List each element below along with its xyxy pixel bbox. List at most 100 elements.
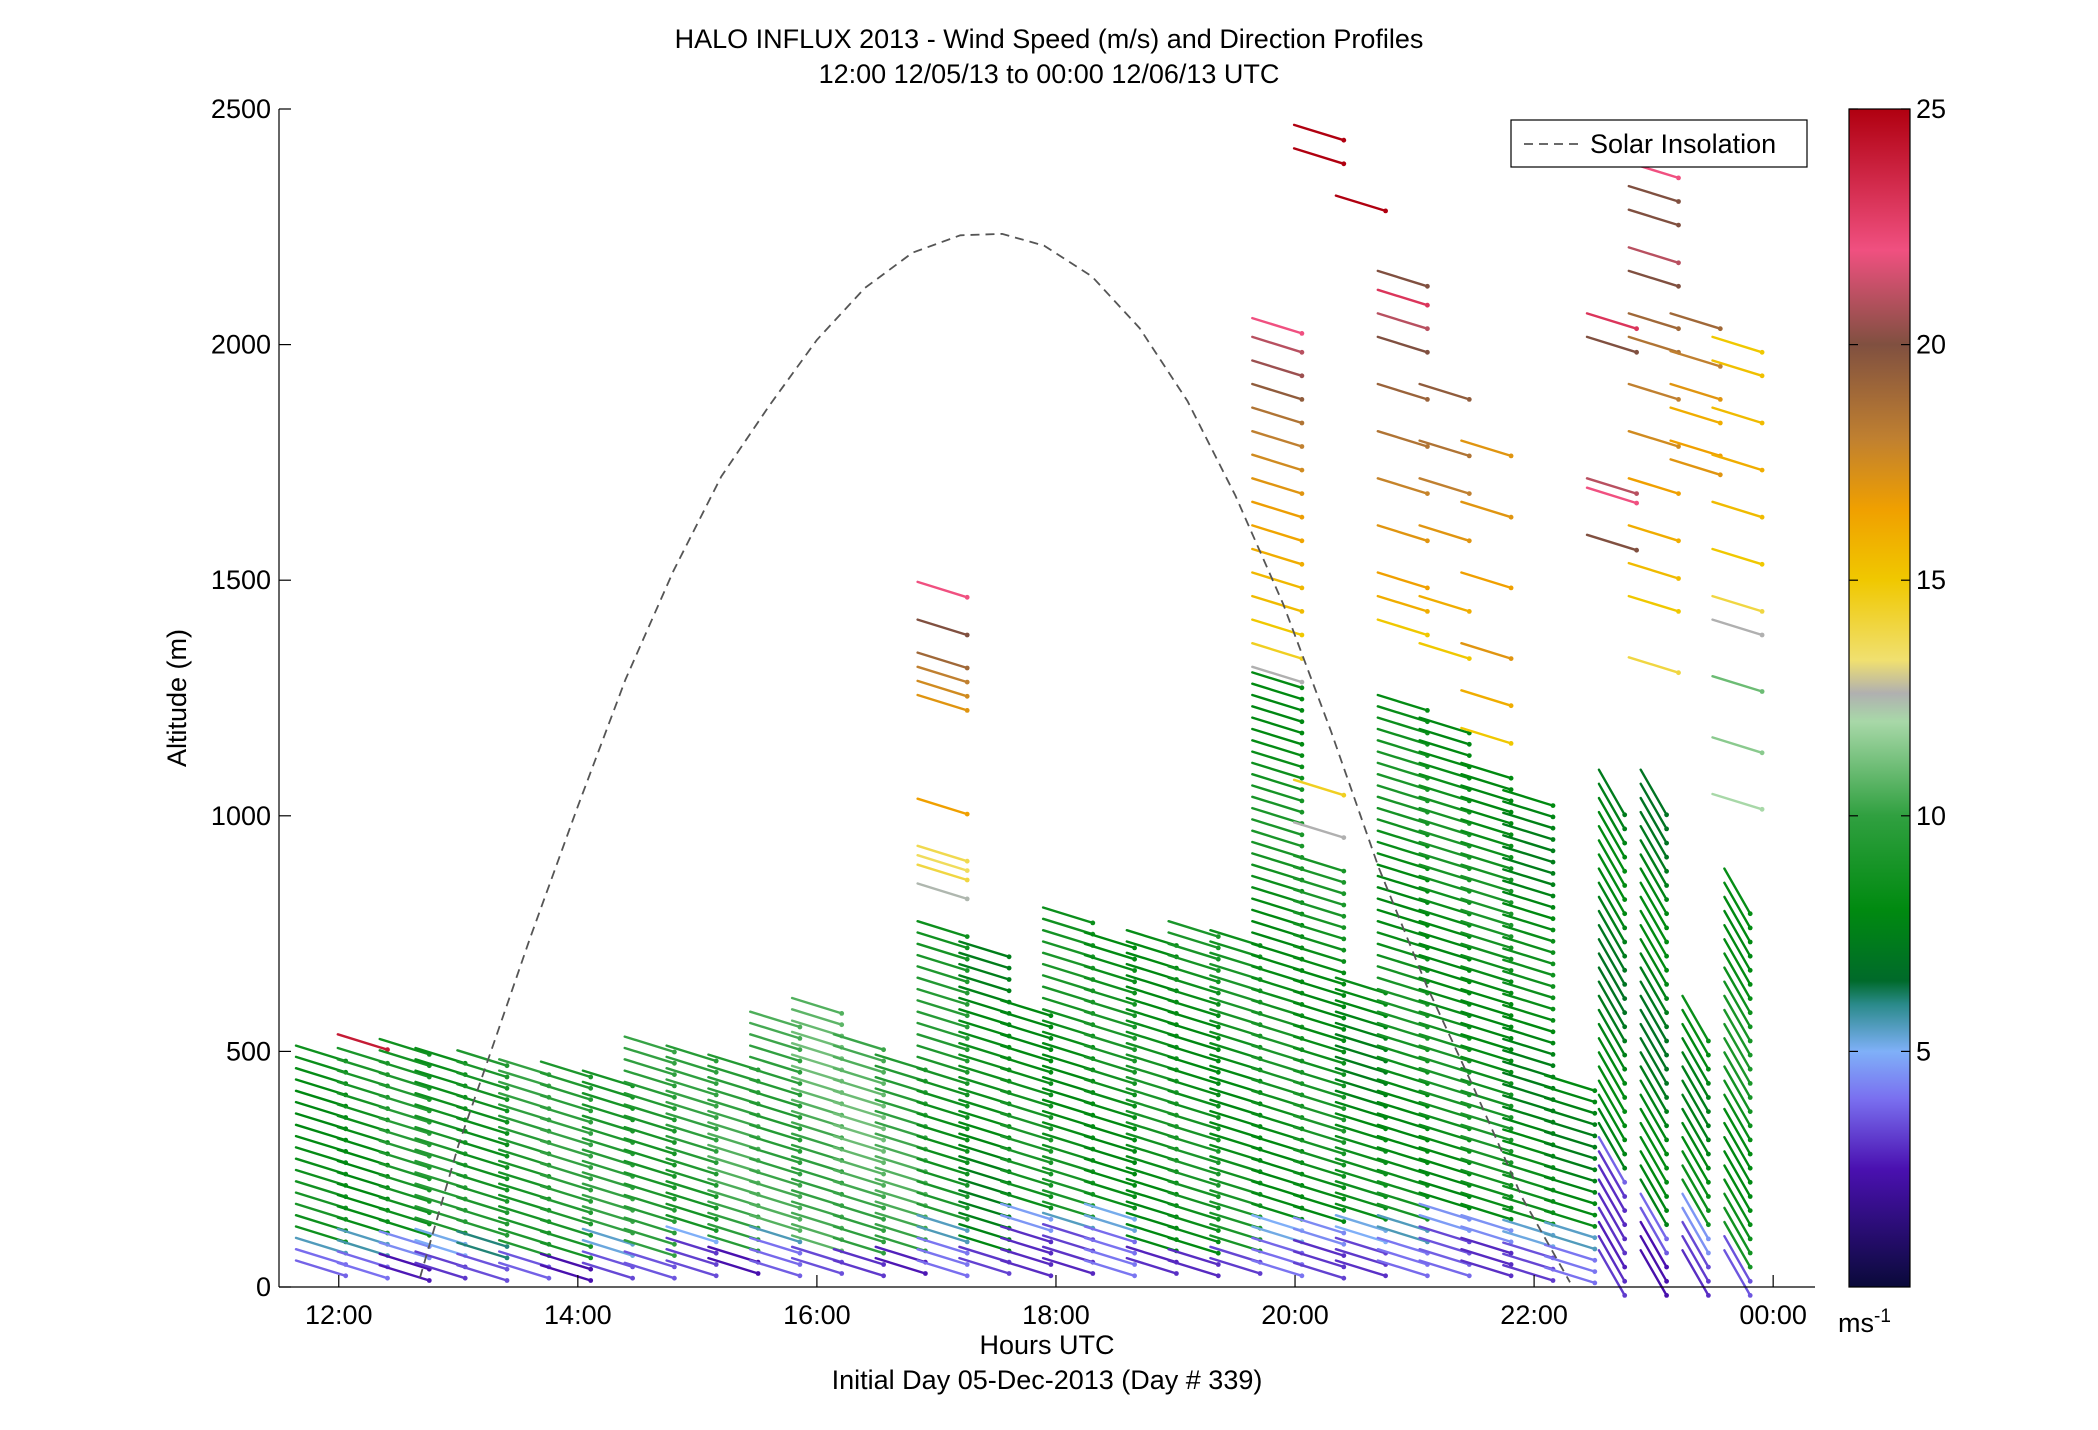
wind-vector-p19-21-head xyxy=(1132,1036,1137,1041)
wind-vector-p29-19-shaft xyxy=(1502,1049,1555,1067)
wind-vector-p27-38-shaft xyxy=(1418,829,1471,848)
wind-vector-p31-7-head xyxy=(1622,1194,1628,1199)
wind-vector-p26-top10-shaft xyxy=(1376,269,1429,288)
wind-vector-p29-42 xyxy=(1502,789,1556,808)
wind-vector-p34-24-shaft xyxy=(1723,909,1752,958)
wind-vector-p28-27-head xyxy=(1508,968,1514,973)
wind-vector-p3-0-head xyxy=(462,1275,468,1281)
wind-vector-p17-22-head xyxy=(1048,1024,1054,1030)
wind-vector-p28-28-shaft xyxy=(1460,942,1513,961)
wind-vector-p24-top2-shaft xyxy=(1292,147,1346,166)
wind-vector-p19-1 xyxy=(1083,1247,1137,1267)
wind-vector-p24-28-shaft xyxy=(1292,945,1346,963)
wind-vector-p24-top1 xyxy=(1292,778,1347,798)
wind-vector-p26-top6-shaft xyxy=(1376,382,1429,401)
wind-vector-p8-12 xyxy=(623,1125,677,1145)
wind-vector-p32-top10 xyxy=(1627,246,1681,266)
wind-vector-p16-26-head xyxy=(1006,977,1012,982)
wind-vector-p12-22-shaft xyxy=(790,1008,843,1026)
wind-vector-p34-24 xyxy=(1723,909,1753,959)
wind-vector-p19-16 xyxy=(1083,1078,1137,1098)
wind-vector-p31-3-shaft xyxy=(1597,1206,1626,1255)
wind-vector-p33-11-head xyxy=(1706,1137,1711,1143)
wind-vector-p15-28 xyxy=(916,942,970,962)
wind-vector-p28-14 xyxy=(1460,1100,1514,1120)
wind-vector-p19-18 xyxy=(1083,1055,1137,1075)
wind-vector-p28-top1-shaft xyxy=(1460,689,1513,707)
wind-vector-p15-top2-head xyxy=(964,868,970,873)
wind-vector-p33-1-shaft xyxy=(1681,1234,1710,1283)
wind-vector-p26-28-shaft xyxy=(1376,942,1429,961)
wind-vector-p32-1-shaft xyxy=(1639,1234,1668,1283)
wind-vector-p34-10-head xyxy=(1747,1151,1753,1157)
wind-vector-p6-1 xyxy=(539,1252,594,1272)
wind-vector-p30-0 xyxy=(1543,1266,1598,1286)
wind-vector-p25-4-shaft xyxy=(1334,1213,1387,1232)
wind-vector-p6-10 xyxy=(539,1150,594,1170)
wind-vector-p3-0 xyxy=(414,1261,468,1281)
wind-vector-p15-8-shaft xyxy=(916,1168,969,1187)
wind-vector-p27-29-shaft xyxy=(1418,931,1471,950)
wind-vector-p24-19 xyxy=(1292,1046,1347,1066)
wind-vector-p7-4-shaft xyxy=(581,1216,634,1235)
wind-vector-p11-3-shaft xyxy=(749,1225,802,1244)
wind-vector-p8-6 xyxy=(623,1193,677,1213)
wind-vector-p31-top1-head xyxy=(1634,500,1639,506)
x-tick-label-4: 20:00 xyxy=(1261,1300,1329,1330)
wind-vector-p27-25-shaft xyxy=(1418,976,1471,995)
wind-vector-p29-29-head xyxy=(1550,950,1556,955)
wind-vector-p11-0 xyxy=(749,1259,803,1279)
wind-vector-p26-40-shaft xyxy=(1376,806,1429,825)
wind-vector-p26-36-shaft xyxy=(1376,852,1429,870)
wind-vector-p15-24-shaft xyxy=(916,987,969,1006)
wind-vector-p15-1 xyxy=(916,1247,970,1267)
wind-vector-p29-41-shaft xyxy=(1502,800,1555,819)
wind-vector-p15-17-head xyxy=(964,1081,970,1086)
wind-vector-p9-4 xyxy=(665,1213,719,1233)
wind-vector-p29-42-head xyxy=(1550,803,1556,808)
wind-vector-p28-18 xyxy=(1460,1055,1514,1075)
wind-vector-p24-1 xyxy=(1292,1250,1347,1270)
wind-vector-p34-21-head xyxy=(1747,996,1753,1001)
wind-vector-p29-30-shaft xyxy=(1502,924,1555,943)
wind-vector-p28-6-head xyxy=(1508,1205,1514,1211)
wind-vector-p6-3-head xyxy=(588,1244,594,1249)
wind-vector-p15-23-shaft xyxy=(916,999,969,1017)
wind-vector-p32-17-head xyxy=(1664,1052,1669,1058)
wind-vector-p31-9-head xyxy=(1622,1165,1628,1171)
wind-vector-p29-34 xyxy=(1502,879,1556,899)
wind-vector-p24-9 xyxy=(1292,1159,1347,1179)
wind-vector-p31-25 xyxy=(1597,895,1628,945)
wind-vector-p15-21 xyxy=(916,1021,970,1041)
wind-vector-p9-14-head xyxy=(713,1115,719,1120)
wind-vector-p33-0-head xyxy=(1706,1293,1711,1298)
wind-vector-p15-7-shaft xyxy=(916,1180,969,1198)
wind-vector-p27-14-shaft xyxy=(1418,1100,1471,1119)
wind-vector-p11-15-shaft xyxy=(749,1089,802,1108)
wind-vector-p34-7-shaft xyxy=(1723,1150,1752,1198)
wind-vector-p8-9-shaft xyxy=(623,1159,676,1178)
wind-vector-p26-47-shaft xyxy=(1376,727,1429,746)
wind-vector-p9-8 xyxy=(665,1168,719,1188)
wind-vector-p24-33 xyxy=(1292,888,1347,908)
chart-title: HALO INFLUX 2013 - Wind Speed (m/s) and … xyxy=(675,24,1424,54)
wind-vector-p9-9-head xyxy=(713,1171,719,1177)
wind-vector-p28-36 xyxy=(1460,852,1514,872)
wind-vector-p15-6-shaft xyxy=(916,1191,969,1210)
wind-vector-p17-21-shaft xyxy=(1000,1021,1053,1040)
wind-vector-p26-top7-head xyxy=(1425,349,1430,355)
wind-vector-p15-0-head xyxy=(964,1273,970,1279)
wind-vector-p12-0-shaft xyxy=(790,1256,843,1275)
wind-vector-p27-42-shaft xyxy=(1418,784,1471,803)
wind-vector-p31-6-head xyxy=(1622,1208,1628,1213)
wind-vector-p23-top11-head xyxy=(1299,420,1305,426)
wind-vector-p24-32-shaft xyxy=(1292,899,1346,918)
wind-vector-p27-27-shaft xyxy=(1418,953,1471,972)
wind-vector-p32-2 xyxy=(1639,1220,1669,1270)
wind-vector-p11-22 xyxy=(749,1010,803,1030)
wind-vector-p21-6-head xyxy=(1215,1205,1221,1211)
wind-vector-p13-6 xyxy=(832,1191,886,1211)
wind-vector-p23-top9-head xyxy=(1299,467,1305,473)
wind-vector-p11-7 xyxy=(749,1180,803,1200)
wind-vector-p27-18-shaft xyxy=(1418,1055,1471,1074)
